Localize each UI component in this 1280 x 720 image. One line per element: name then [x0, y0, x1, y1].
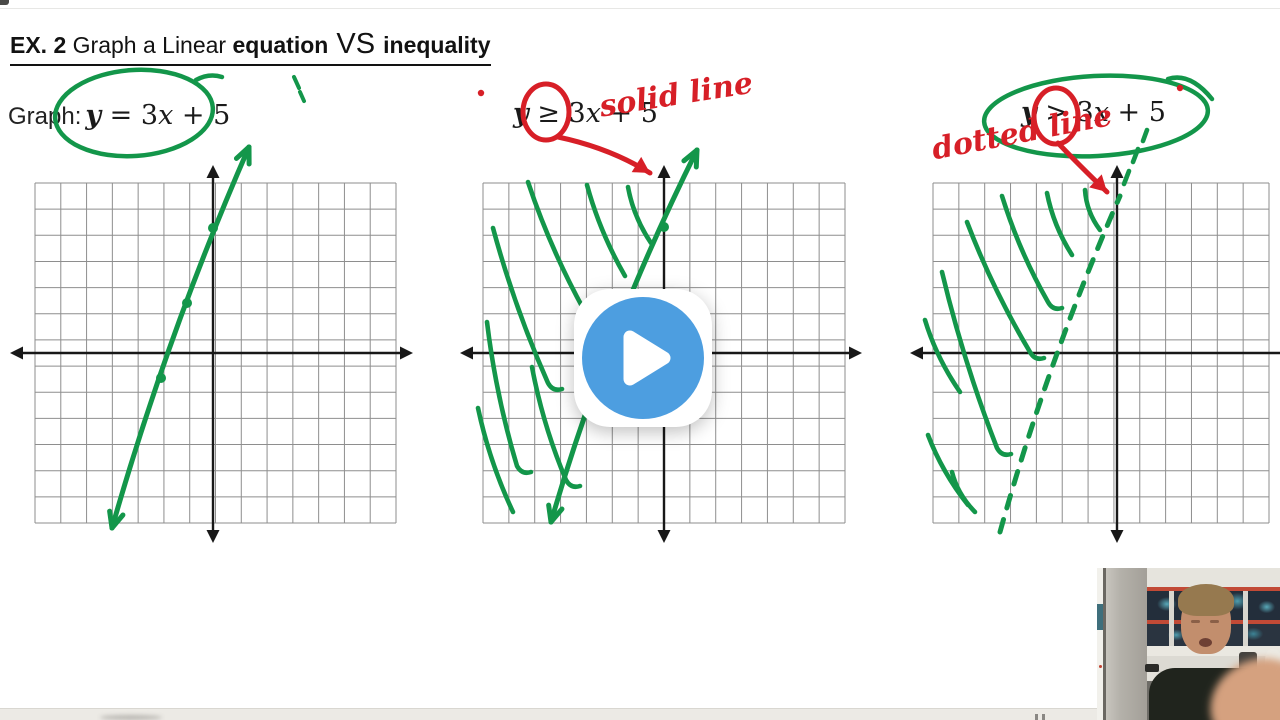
graph-grid [932, 182, 1270, 524]
dotted-line-dash [1130, 146, 1141, 165]
equation-left: Graph: y = 3x + 5 [8, 100, 230, 131]
webcam-window-divider [1169, 591, 1174, 646]
graph-axes [10, 165, 413, 543]
plotted-point [156, 373, 166, 383]
webcam-concrete-pillar [1106, 568, 1147, 720]
graph-line [107, 144, 252, 531]
boundary-line-dotted [997, 193, 1123, 535]
play-icon [623, 330, 671, 386]
red-arrow-annotation [555, 134, 653, 176]
webcam-desk-phone [1145, 664, 1159, 672]
solid-line-note: solid line [597, 65, 756, 125]
top-hairline [0, 8, 1280, 9]
title-mid: Graph a Linear [66, 32, 233, 58]
stray-green-mark [292, 75, 301, 90]
stray-green-mark [298, 90, 306, 103]
red-arrow-annotation [1055, 140, 1110, 195]
webcam-person-eye [1210, 620, 1219, 623]
webcam-shelf-item [1099, 665, 1102, 668]
graph-label: Graph: [8, 103, 82, 130]
pause-icon [1042, 714, 1045, 720]
plotted-point [659, 222, 669, 232]
webcam-wall-gap [1103, 568, 1106, 720]
webcam-back-wall [1147, 568, 1280, 589]
hand-drawn-circle-tail [193, 73, 225, 83]
shading-hatches [922, 187, 1103, 515]
dotted-line-dash [1140, 127, 1150, 144]
webcam-left-window-sliver [1097, 604, 1103, 630]
title-ex: EX. 2 [10, 32, 67, 58]
corner-artifact [0, 0, 9, 5]
title-vs: VS [328, 28, 384, 60]
lesson-title: EX. 2 Graph a Linear equation VS inequal… [10, 28, 491, 66]
webcam-person-mouth [1199, 638, 1212, 647]
hand-drawn-circle-tail [1165, 75, 1215, 102]
player-bar[interactable] [0, 708, 1097, 720]
webcam-wall-strip [1097, 568, 1104, 720]
webcam-overlay [1097, 568, 1280, 720]
bar-smudge [100, 715, 162, 720]
dotted-line-dash [1121, 168, 1132, 187]
plotted-point [208, 223, 218, 233]
webcam-window-divider [1243, 591, 1248, 646]
equation-left-math: y = 3x + 5 [85, 100, 231, 131]
title-equation: equation [232, 32, 329, 58]
play-button[interactable] [574, 289, 712, 427]
stray-red-dot [477, 89, 485, 97]
pause-icon [1035, 714, 1038, 720]
stray-red-dot [1176, 84, 1184, 92]
webcam-person-eye [1191, 620, 1200, 623]
title-inequality: inequality [383, 32, 491, 58]
play-circle [582, 297, 704, 419]
plotted-point [182, 298, 192, 308]
graph-grid [34, 182, 397, 524]
graph-axes [910, 165, 1280, 543]
webcam-person-hair [1178, 584, 1234, 616]
